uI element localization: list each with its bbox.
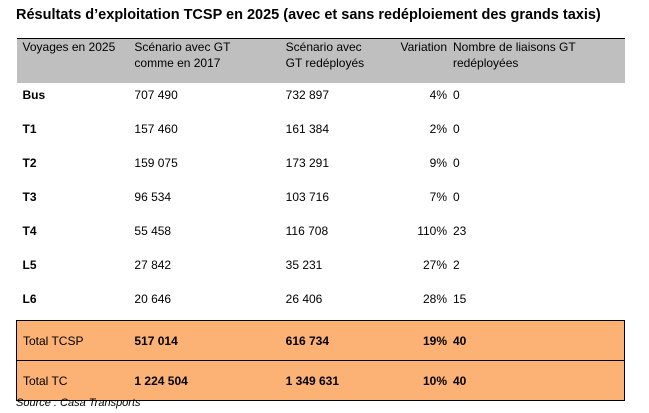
cell-scenario-b: 732 897 — [285, 87, 330, 102]
cell-scenario-b: 161 384 — [285, 121, 330, 136]
cell-links: 0 — [453, 155, 460, 170]
cell-scenario-a: 517 014 — [128, 320, 280, 361]
row-label: Total TC — [16, 360, 129, 401]
row-label: T1 — [22, 121, 37, 136]
table-header: Voyages en 2025 Scénario avec GT comme e… — [16, 38, 625, 83]
cell-variation: 110% — [417, 223, 447, 238]
cell-scenario-b: 1 349 631 — [279, 360, 387, 401]
cell-variation: 10% — [386, 360, 447, 401]
header-variation: Variation — [386, 38, 447, 83]
source-text: : Casa Transports — [50, 397, 141, 409]
header-links-line2: redéployées — [453, 56, 519, 70]
cell-variation: 2% — [429, 121, 447, 136]
cell-links: 0 — [453, 189, 460, 204]
cell-variation: 28% — [422, 291, 447, 306]
total-row-tc: Total TC 1 224 504 1 349 631 10% 40 — [16, 360, 625, 401]
header-label: Voyages en 2025 — [16, 38, 129, 83]
cell-scenario-b: 116 708 — [285, 223, 329, 238]
row-label: L5 — [22, 257, 37, 272]
row-label: T4 — [22, 223, 37, 238]
header-label-text: Voyages en 2025 — [22, 40, 116, 54]
cell-variation: 9% — [429, 155, 447, 170]
cell-links: 40 — [447, 320, 625, 361]
cell-scenario-a: 157 460 — [134, 121, 178, 136]
table-row: T2 159 075 173 291 9% 0 — [17, 151, 625, 185]
cell-links: 2 — [453, 257, 460, 272]
cell-scenario-b: 35 231 — [285, 257, 323, 272]
cell-links: 23 — [453, 223, 467, 238]
source-label: Source — [16, 397, 51, 409]
source-note: Source : Casa Transports — [16, 397, 141, 409]
cell-scenario-b: 616 734 — [279, 320, 387, 361]
table-title: Résultats d’exploitation TCSP en 2025 (a… — [16, 7, 601, 23]
cell-links: 0 — [453, 87, 460, 102]
header-scenario-b-line2: GT redéployés — [285, 56, 365, 70]
header-scenario-b-line1: Scénario avec — [285, 40, 362, 54]
header-links: Nombre de liaisons GT redéployées — [447, 38, 625, 83]
header-links-line1: Nombre de liaisons GT — [453, 40, 576, 54]
cell-scenario-a: 55 458 — [134, 223, 172, 238]
cell-variation: 19% — [386, 320, 447, 361]
row-label: T2 — [22, 155, 37, 170]
header-scenario-a: Scénario avec GT comme en 2017 — [128, 38, 280, 83]
header-row: Voyages en 2025 Scénario avec GT comme e… — [16, 38, 625, 83]
header-scenario-a-line2: comme en 2017 — [134, 56, 221, 70]
cell-scenario-a: 20 646 — [134, 291, 172, 306]
cell-scenario-b: 103 716 — [285, 189, 330, 204]
cell-variation: 7% — [429, 189, 447, 204]
table-row: L5 27 842 35 231 27% 2 — [17, 253, 625, 287]
cell-links: 40 — [447, 360, 625, 401]
table-body: Bus 707 490 732 897 4% 0 T1 157 460 161 … — [16, 83, 625, 401]
row-label: L6 — [22, 291, 37, 306]
header-scenario-b: Scénario avec GT redéployés — [279, 38, 387, 83]
header-scenario-a-line1: Scénario avec GT — [134, 40, 231, 54]
table-row: T1 157 460 161 384 2% 0 — [17, 117, 625, 151]
cell-variation: 4% — [429, 87, 447, 102]
row-label: T3 — [22, 189, 37, 204]
cell-scenario-a: 707 490 — [134, 87, 178, 102]
row-label: Bus — [22, 87, 46, 102]
cell-scenario-a: 159 075 — [134, 155, 178, 170]
table-row: L6 20 646 26 406 28% 15 — [17, 287, 625, 321]
table-row: T4 55 458 116 708 110% 23 — [17, 219, 625, 253]
total-row-tcsp: Total TCSP 517 014 616 734 19% 40 — [16, 320, 625, 361]
table-row: T3 96 534 103 716 7% 0 — [17, 185, 625, 219]
cell-scenario-b: 26 406 — [285, 291, 323, 306]
header-variation-text: Variation — [400, 40, 447, 54]
cell-variation: 27% — [422, 257, 447, 272]
cell-scenario-a: 27 842 — [134, 257, 172, 272]
cell-scenario-a: 96 534 — [134, 189, 172, 204]
results-table: Voyages en 2025 Scénario avec GT comme e… — [16, 38, 625, 401]
cell-scenario-b: 173 291 — [285, 155, 330, 170]
cell-links: 15 — [453, 291, 467, 306]
table-row: Bus 707 490 732 897 4% 0 — [17, 83, 625, 117]
row-label: Total TCSP — [16, 320, 129, 361]
cell-links: 0 — [453, 121, 460, 136]
cell-scenario-a: 1 224 504 — [128, 360, 280, 401]
